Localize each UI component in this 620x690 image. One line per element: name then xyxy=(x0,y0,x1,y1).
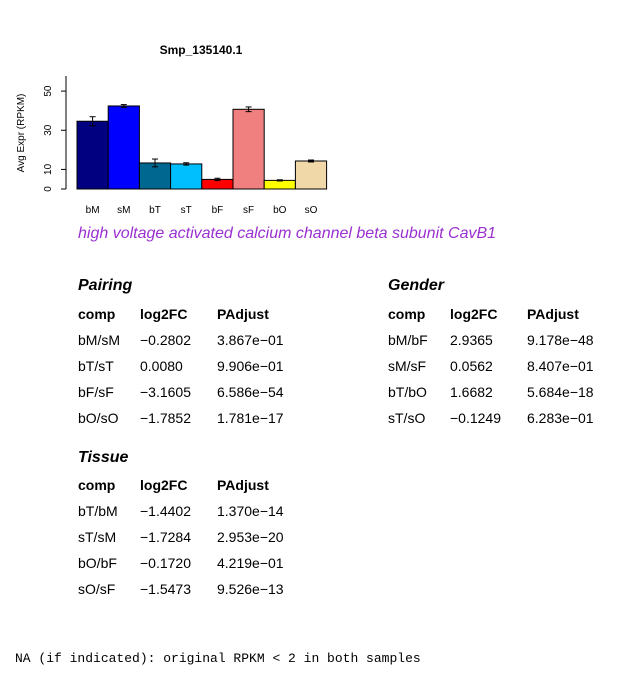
gender-title: Gender xyxy=(388,277,445,294)
error-bar-bM xyxy=(89,116,96,127)
bar-series xyxy=(76,104,328,190)
pairing-row-padjust: 6.586e−54 xyxy=(217,384,284,400)
x-tick-label-bF: bF xyxy=(212,205,224,216)
y-axis: 0 10 30 50 xyxy=(43,76,67,192)
bar-sO xyxy=(294,160,328,190)
chart-title: Smp_135140.1 xyxy=(160,43,243,57)
gender-row-comp: bM/bF xyxy=(388,332,428,348)
gender-row-padjust: 9.178e−48 xyxy=(527,332,594,348)
error-bar-sO xyxy=(308,159,314,163)
pairing-row-log2fc: −0.2802 xyxy=(140,332,191,348)
tissue-row-log2fc: −0.1720 xyxy=(140,555,191,571)
pairing-row-padjust: 3.867e−01 xyxy=(217,332,284,348)
tissue-row-log2fc: −1.7284 xyxy=(140,529,191,545)
pairing-header-comp: comp xyxy=(78,306,116,322)
pairing-header-padjust: PAdjust xyxy=(217,306,269,322)
error-bar-sF xyxy=(245,106,252,113)
gender-row-comp: sM/sF xyxy=(388,358,427,374)
x-tick-label-bO: bO xyxy=(273,205,287,216)
pairing-row-padjust: 1.781e−17 xyxy=(217,410,284,426)
bar-bO xyxy=(263,179,296,190)
gender-header-padjust: PAdjust xyxy=(527,306,579,322)
gender-header-comp: comp xyxy=(388,306,426,322)
pairing-row-comp: bM/sM xyxy=(78,332,120,348)
pairing-row-log2fc: 0.0080 xyxy=(140,358,183,374)
tissue-header-padjust: PAdjust xyxy=(217,477,269,493)
x-tick-label-sT: sT xyxy=(181,205,192,216)
error-bar-sM xyxy=(120,104,127,108)
pairing-title: Pairing xyxy=(78,277,133,294)
y-tick-label: 50 xyxy=(43,85,54,97)
tissue-row-comp: bT/bM xyxy=(78,503,118,519)
footnote: NA (if indicated): original RPKM < 2 in … xyxy=(15,651,421,666)
x-tick-label-sM: sM xyxy=(117,205,130,216)
bar-bM xyxy=(76,120,109,190)
tissue-row-comp: sO/sF xyxy=(78,581,116,597)
gender-row-comp: bT/bO xyxy=(388,384,427,400)
tissue-row-comp: sT/sM xyxy=(78,529,117,545)
tissue-row-comp: bO/bF xyxy=(78,555,117,571)
gender-row-padjust: 5.684e−18 xyxy=(527,384,594,400)
tissue-row-log2fc: −1.5473 xyxy=(140,581,191,597)
x-tick-label-bT: bT xyxy=(149,205,161,216)
gender-row-log2fc: −0.1249 xyxy=(450,410,501,426)
tissue-row-padjust: 2.953e−20 xyxy=(217,529,284,545)
x-tick-label-sO: sO xyxy=(305,205,318,216)
expression-bar-chart: Smp_135140.1 Avg Expr (RPKM) 0 10 30 50 bM s… xyxy=(16,43,328,216)
gender-row-padjust: 6.283e−01 xyxy=(527,410,594,426)
y-tick-label: 10 xyxy=(43,163,54,175)
error-bar-sT xyxy=(183,162,190,166)
tissue-header-comp: comp xyxy=(78,477,116,493)
gender-row-log2fc: 0.0562 xyxy=(450,358,493,374)
tissue-header-log2fc: log2FC xyxy=(140,477,188,493)
x-tick-labels: bM sM bT sT bF sF bO sO xyxy=(86,205,318,216)
error-bar-bT xyxy=(152,158,158,168)
gender-header-log2fc: log2FC xyxy=(450,306,498,322)
pairing-row-comp: bF/sF xyxy=(78,384,114,400)
x-tick-label-bM: bM xyxy=(86,205,100,216)
gender-row-padjust: 8.407e−01 xyxy=(527,358,594,374)
pairing-row-log2fc: −3.1605 xyxy=(140,384,191,400)
y-tick-label: 30 xyxy=(43,124,54,136)
error-bar-bF xyxy=(214,177,221,182)
gender-row-comp: sT/sO xyxy=(388,410,426,426)
bar-sM xyxy=(107,105,140,190)
pairing-row-padjust: 9.906e−01 xyxy=(217,358,284,374)
x-tick-label-sF: sF xyxy=(243,205,254,216)
tissue-row-log2fc: −1.4402 xyxy=(140,503,191,519)
tissue-row-padjust: 4.219e−01 xyxy=(217,555,284,571)
pairing-row-comp: bT/sT xyxy=(78,358,114,374)
tissue-row-padjust: 1.370e−14 xyxy=(217,503,284,519)
bar-sT xyxy=(170,163,203,190)
tissue-title: Tissue xyxy=(78,449,129,466)
pairing-header-log2fc: log2FC xyxy=(140,306,188,322)
pairing-row-comp: bO/sO xyxy=(78,410,119,426)
gender-row-log2fc: 1.6682 xyxy=(450,384,493,400)
tissue-row-padjust: 9.526e−13 xyxy=(217,581,284,597)
gene-description: high voltage activated calcium channel b… xyxy=(78,225,497,242)
y-axis-label: Avg Expr (RPKM) xyxy=(16,94,27,173)
bar-sF xyxy=(232,108,265,190)
y-tick-label: 0 xyxy=(43,186,54,192)
error-bar-bO xyxy=(276,179,283,182)
pairing-row-log2fc: −1.7852 xyxy=(140,410,191,426)
gender-row-log2fc: 2.9365 xyxy=(450,332,493,348)
